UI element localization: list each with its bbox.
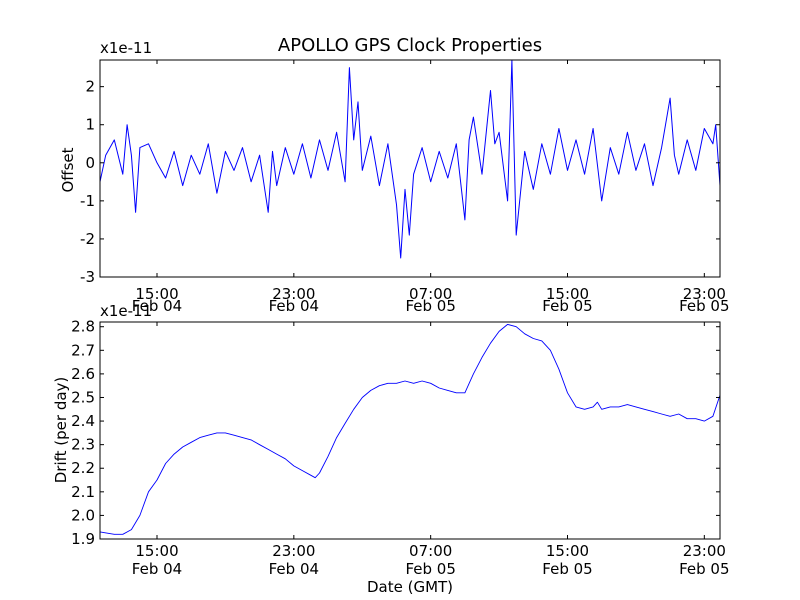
x-tick-time-label: 15:00	[135, 542, 178, 560]
x-tick-date-label: Feb 04	[269, 297, 319, 315]
y-tick-label: 1	[85, 116, 95, 134]
x-tick-time-label: 23:00	[683, 285, 726, 303]
x-tick-time-label: 07:00	[409, 285, 452, 303]
x-tick-time-label: 15:00	[135, 285, 178, 303]
x-tick-date-label: Feb 04	[132, 560, 182, 578]
drift-panel: x1e-11 Drift (per day) 1.9 2.0 2.1 2.2 2.3 2.…	[52, 302, 730, 578]
y-tick-label: -2	[80, 230, 95, 248]
x-tick-date-label: Feb 05	[542, 297, 592, 315]
x-tick-date-label: Feb 04	[132, 297, 182, 315]
y-tick-label: -3	[80, 268, 95, 286]
y-tick-label: 2.2	[71, 459, 95, 477]
x-tick-date-label: Feb 05	[679, 297, 729, 315]
chart-title: APOLLO GPS Clock Properties	[278, 35, 542, 56]
x-tick-time-label: 23:00	[272, 285, 315, 303]
offset-y-axis-label: Offset	[59, 147, 77, 192]
y-tick-label: 2.0	[71, 506, 95, 524]
x-tick-time-label: 15:00	[546, 285, 589, 303]
x-tick-time-label: 23:00	[683, 542, 726, 560]
series-line	[99, 59, 721, 259]
x-tick-date-label: Feb 05	[405, 560, 455, 578]
drift-y-axis-label: Drift (per day)	[52, 377, 70, 484]
y-tick-label: 1.9	[71, 530, 95, 548]
y-tick-label: 0	[85, 154, 95, 172]
series-line	[99, 323, 721, 535]
x-tick-time-label: 07:00	[409, 542, 452, 560]
y-tick-label: 2.4	[71, 412, 95, 430]
y-tick-label: -1	[80, 192, 95, 210]
y-tick-label: 2.6	[71, 365, 95, 383]
x-tick-date-label: Feb 04	[269, 560, 319, 578]
x-tick-time-label: 23:00	[272, 542, 315, 560]
plot-frame	[99, 321, 721, 540]
x-tick-date-label: Feb 05	[679, 560, 729, 578]
drift-multiplier-label: x1e-11	[100, 302, 152, 320]
x-axis-label: Date (GMT)	[367, 578, 453, 596]
y-tick-label: 2.1	[71, 483, 95, 501]
x-tick-date-label: Feb 05	[542, 560, 592, 578]
y-tick-label: 2	[85, 78, 95, 96]
plot-frame	[99, 59, 721, 278]
y-tick-label: 2.3	[71, 436, 95, 454]
y-tick-label: 2.7	[71, 341, 95, 359]
offset-multiplier-label: x1e-11	[100, 39, 152, 57]
x-tick-date-label: Feb 05	[405, 297, 455, 315]
y-tick-label: 2.5	[71, 388, 95, 406]
x-tick-time-label: 15:00	[546, 542, 589, 560]
y-tick-label: 2.8	[71, 318, 95, 336]
